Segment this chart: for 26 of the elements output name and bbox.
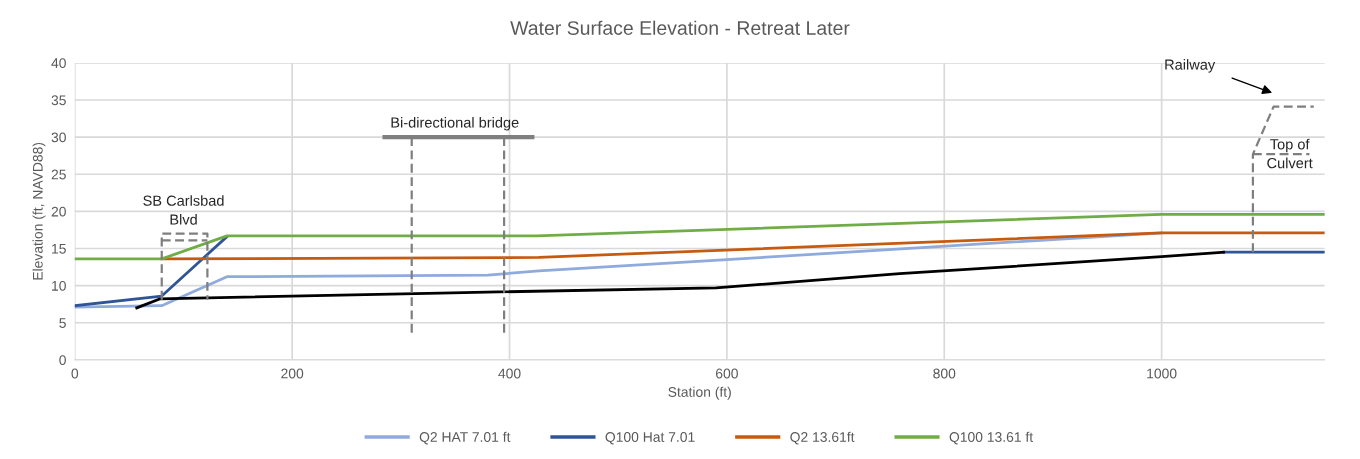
y-tick-label: 15 bbox=[52, 243, 66, 254]
legend-label: Q2 13.61ft bbox=[790, 431, 855, 445]
y-tick-label: 35 bbox=[51, 95, 66, 106]
x-tick-label: 400 bbox=[498, 368, 521, 379]
y-tick-label: 20 bbox=[51, 206, 66, 217]
y-tick-label: 10 bbox=[52, 280, 66, 291]
y-tick-label: 0 bbox=[59, 355, 66, 366]
y-tick-label: 30 bbox=[51, 132, 66, 143]
y-axis-title: Elevation (ft, NAVD88) bbox=[32, 142, 46, 280]
legend-label: Q100 13.61 ft bbox=[949, 431, 1034, 445]
x-tick-label: 0 bbox=[71, 368, 79, 379]
y-tick-label: 25 bbox=[51, 169, 66, 180]
y-tick-label: 40 bbox=[51, 58, 66, 69]
x-tick-label: 800 bbox=[933, 368, 956, 379]
x-tick-label: 600 bbox=[716, 368, 738, 379]
legend-label: Q100 Hat 7.01 bbox=[605, 432, 695, 445]
legend-label: Q2 HAT 7.01 ft bbox=[419, 431, 511, 445]
annotation: Top of Culvert bbox=[1267, 138, 1313, 169]
annotation: Bi-directional bridge bbox=[391, 116, 519, 131]
x-tick-label: 200 bbox=[281, 368, 304, 379]
chart-title: Water Surface Elevation - Retreat Later bbox=[510, 20, 850, 35]
annotation: SB Carlsbad Blvd bbox=[143, 195, 224, 225]
annotation: Railway bbox=[1165, 59, 1216, 73]
y-tick-label: 5 bbox=[59, 318, 66, 328]
x-axis-title: Station (ft) bbox=[668, 386, 731, 400]
x-tick-label: 1000 bbox=[1147, 368, 1177, 379]
